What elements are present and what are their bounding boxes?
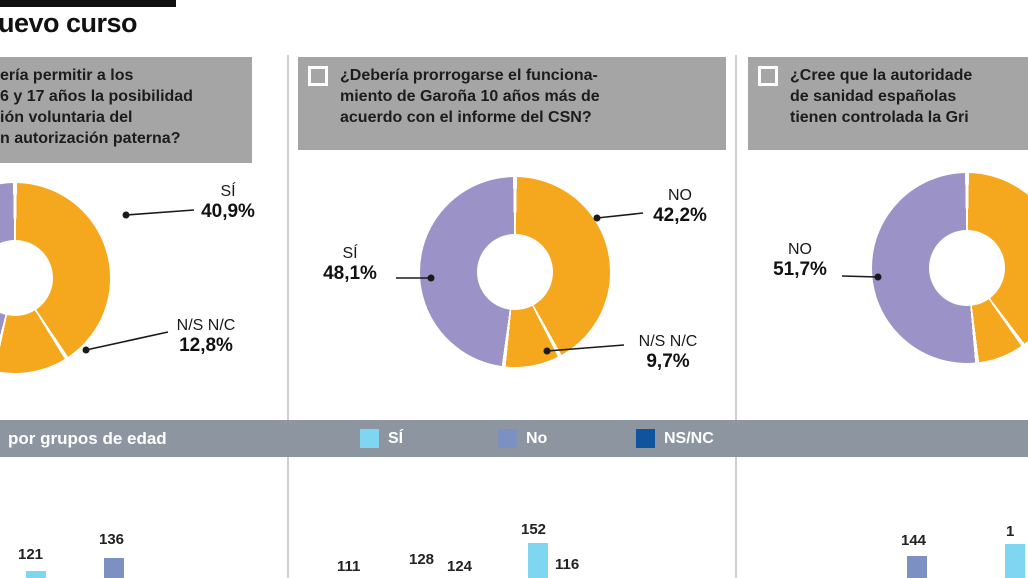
bar-no bbox=[104, 558, 124, 578]
bar-no bbox=[907, 556, 927, 578]
answer-label: N/S N/C bbox=[176, 317, 236, 334]
legend-si-swatch bbox=[360, 429, 379, 448]
percent-value: 12,8% bbox=[179, 335, 233, 356]
question-box-3: ¿Cree que la autoridade de sanidad españ… bbox=[748, 57, 1028, 150]
legend-nsnc-label: NS/NC bbox=[664, 429, 714, 447]
masthead-rule bbox=[0, 0, 176, 7]
bar-value-cropped: 1 bbox=[1006, 523, 1015, 540]
question-line: de sanidad españolas bbox=[790, 88, 957, 105]
question-line: ería permitir a los bbox=[0, 67, 134, 84]
question-line: ¿Debería prorrogarse el funciona- bbox=[340, 67, 598, 84]
donut-chart-2 bbox=[420, 177, 610, 367]
callout-chart2-nsnc: N/S N/C 9,7% bbox=[616, 332, 720, 373]
percent-value: 48,1% bbox=[323, 263, 377, 284]
bar-value: 136 bbox=[99, 531, 125, 548]
answer-label: NO bbox=[668, 187, 692, 204]
question-line: ión voluntaria del bbox=[0, 109, 133, 126]
checkbox-icon bbox=[308, 66, 328, 86]
callout-chart2-si: SÍ 48,1% bbox=[306, 244, 394, 285]
callout-chart1-nsnc: N/S N/C 12,8% bbox=[156, 316, 256, 357]
callout-chart3-no: NO 51,7% bbox=[756, 240, 844, 281]
bar-value: 144 bbox=[901, 532, 927, 549]
percent-value: 9,7% bbox=[646, 351, 690, 372]
bar-value: 128 bbox=[409, 551, 435, 568]
legend-item-nsnc: NS/NC bbox=[636, 420, 714, 457]
question-box-1: ería permitir a los 6 y 17 años la posib… bbox=[0, 57, 252, 163]
legend-item-si: SÍ bbox=[360, 420, 403, 457]
callout-chart1-si: SÍ 40,9% bbox=[186, 182, 270, 223]
percent-value: 51,7% bbox=[773, 259, 827, 280]
legend-nsnc-swatch bbox=[636, 429, 655, 448]
legend-no-label: No bbox=[526, 429, 548, 447]
answer-label: SÍ bbox=[342, 245, 358, 262]
percent-value: 42,2% bbox=[653, 205, 707, 226]
percent-value: 40,9% bbox=[201, 201, 255, 222]
age-groups-band: por grupos de edad SÍ No NS/NC bbox=[0, 420, 1028, 457]
legend-si-label: SÍ bbox=[388, 429, 404, 447]
callout-chart2-no: NO 42,2% bbox=[634, 186, 726, 227]
question-text-3: ¿Cree que la autoridade de sanidad españ… bbox=[790, 65, 972, 128]
bar-value: 111 bbox=[337, 558, 361, 575]
column-divider bbox=[735, 55, 737, 578]
headline: uevo curso bbox=[0, 8, 138, 38]
bar-value: 124 bbox=[447, 558, 473, 575]
donut-chart-3 bbox=[872, 173, 1028, 363]
bar-si bbox=[528, 543, 548, 578]
answer-label: N/S N/C bbox=[638, 333, 698, 350]
question-line: ¿Cree que la autoridade bbox=[790, 67, 973, 84]
legend-no-swatch bbox=[498, 429, 517, 448]
question-line: miento de Garoña 10 años más de bbox=[340, 88, 600, 105]
bar-si bbox=[26, 571, 46, 578]
bar-value: 152 bbox=[521, 521, 547, 538]
legend-item-no: No bbox=[498, 420, 547, 457]
bar-value: 121 bbox=[18, 546, 44, 563]
question-box-2: ¿Debería prorrogarse el funciona- miento… bbox=[298, 57, 726, 150]
question-line: tienen controlada la Gri bbox=[790, 109, 969, 126]
question-text-2: ¿Debería prorrogarse el funciona- miento… bbox=[340, 65, 600, 128]
donut-chart-1 bbox=[0, 183, 110, 373]
question-text-1: ería permitir a los 6 y 17 años la posib… bbox=[0, 65, 193, 149]
question-line: n autorización paterna? bbox=[0, 130, 181, 147]
bar-si bbox=[1005, 544, 1025, 578]
band-title: por grupos de edad bbox=[8, 428, 167, 448]
question-line: 6 y 17 años la posibilidad bbox=[0, 88, 193, 105]
question-line: acuerdo con el informe del CSN? bbox=[340, 109, 592, 126]
bar-value: 116 bbox=[555, 556, 580, 573]
answer-label: SÍ bbox=[220, 183, 236, 200]
column-divider bbox=[287, 55, 289, 578]
checkbox-icon bbox=[758, 66, 778, 86]
answer-label: NO bbox=[788, 241, 812, 258]
